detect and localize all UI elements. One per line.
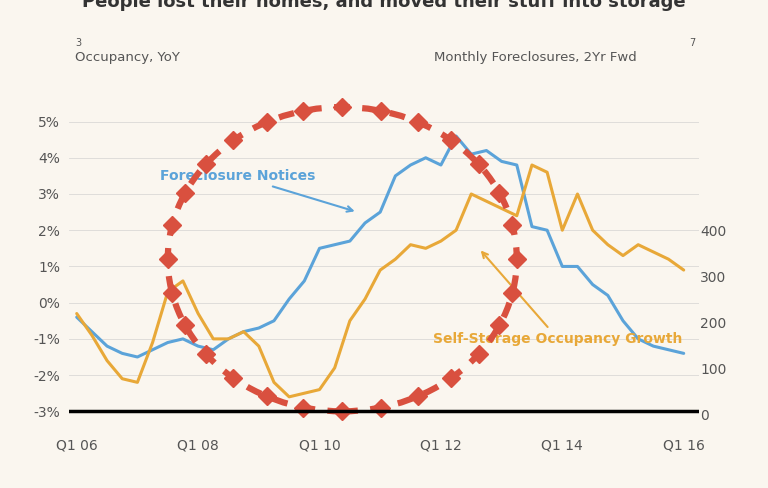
Text: Occupancy, YoY: Occupancy, YoY (102, 31, 207, 43)
Text: 3: 3 (102, 17, 108, 27)
Text: Foreclosure Notices: Foreclosure Notices (182, 156, 364, 201)
Text: Self-Storage Occupancy Growth: Self-Storage Occupancy Growth (440, 244, 690, 345)
Text: 7: 7 (682, 17, 689, 27)
Text: Monthly Foreclosures, 2Yr Fwd: Monthly Foreclosures, 2Yr Fwd (441, 31, 644, 43)
